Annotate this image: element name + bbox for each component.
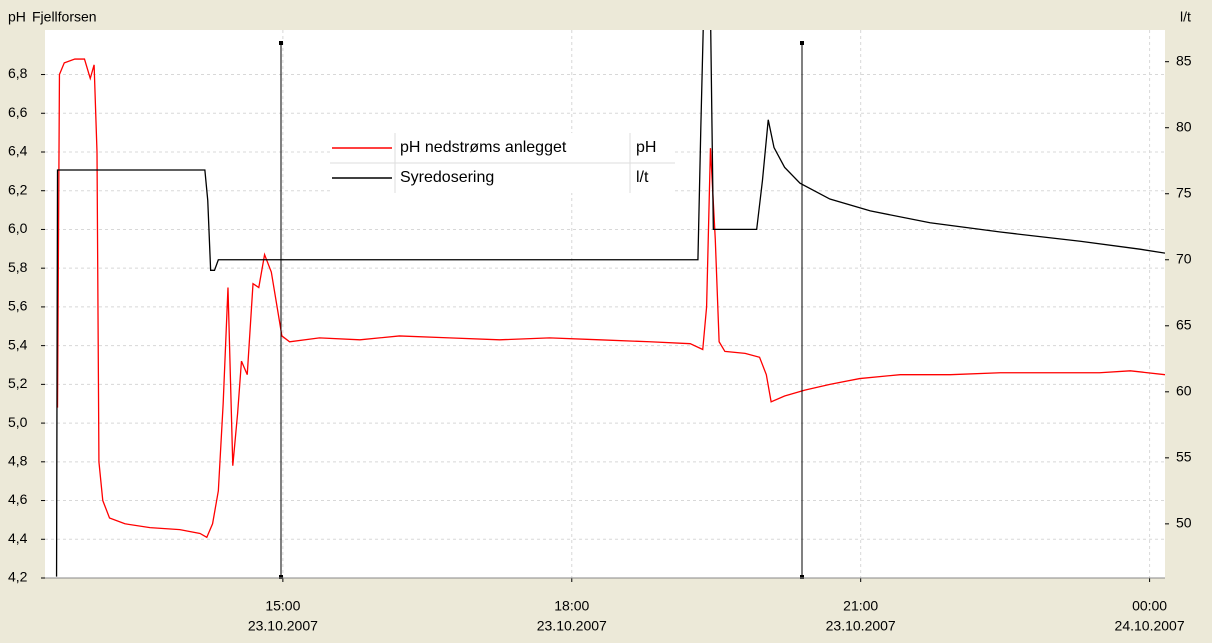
y-tick-label: 5,2 <box>8 375 28 391</box>
y-tick-label: 5,8 <box>8 259 28 275</box>
legend-label: Syredosering <box>400 169 494 186</box>
chart-title: Fjellforsen <box>32 9 97 25</box>
cursor-handle <box>800 41 804 45</box>
y-tick-label: 4,8 <box>8 453 28 469</box>
cursor-handle <box>279 575 283 579</box>
x-tick-label: 00:00 <box>1132 598 1167 614</box>
x-tick-date: 23.10.2007 <box>826 618 896 634</box>
y-tick-label: 6,8 <box>8 65 28 81</box>
y-axis-title: pH <box>8 9 26 25</box>
y2-tick-label: 65 <box>1176 316 1192 332</box>
legend: pH nedstrøms anlegget pH Syredosering l/t <box>330 133 675 193</box>
cursor-handle <box>800 575 804 579</box>
y-tick-label: 5,0 <box>8 414 28 430</box>
y-tick-label: 6,6 <box>8 104 28 120</box>
cursor-handle <box>279 41 283 45</box>
y2-tick-label: 55 <box>1176 449 1192 465</box>
x-tick-label: 21:00 <box>843 598 878 614</box>
series-line <box>56 58 1165 539</box>
x-tick-label: 18:00 <box>554 598 589 614</box>
y2-tick-label: 50 <box>1176 515 1192 531</box>
x-tick-date: 23.10.2007 <box>248 618 318 634</box>
y-tick-label: 4,2 <box>8 569 28 585</box>
series-line <box>55 30 1165 577</box>
y-tick-label: 4,6 <box>8 491 28 507</box>
legend-label: pH nedstrøms anlegget <box>400 139 567 156</box>
x-tick-date: 24.10.2007 <box>1115 618 1185 634</box>
y-tick-label: 6,0 <box>8 220 28 236</box>
legend-unit: l/t <box>636 169 649 186</box>
y-tick-label: 5,4 <box>8 336 28 352</box>
y2-tick-label: 85 <box>1176 52 1192 68</box>
y2-axis-title: l/t <box>1180 9 1191 25</box>
y2-tick-label: 75 <box>1176 184 1192 200</box>
legend-unit: pH <box>636 139 656 156</box>
x-tick-date: 23.10.2007 <box>537 618 607 634</box>
y2-tick-label: 80 <box>1176 118 1192 134</box>
y-tick-label: 6,2 <box>8 181 28 197</box>
plot-area <box>45 30 1165 578</box>
y2-tick-label: 70 <box>1176 250 1192 266</box>
y-tick-label: 5,6 <box>8 298 28 314</box>
y-tick-label: 4,4 <box>8 530 28 546</box>
y2-tick-label: 60 <box>1176 383 1192 399</box>
x-tick-label: 15:00 <box>265 598 300 614</box>
y-tick-label: 6,4 <box>8 143 28 159</box>
